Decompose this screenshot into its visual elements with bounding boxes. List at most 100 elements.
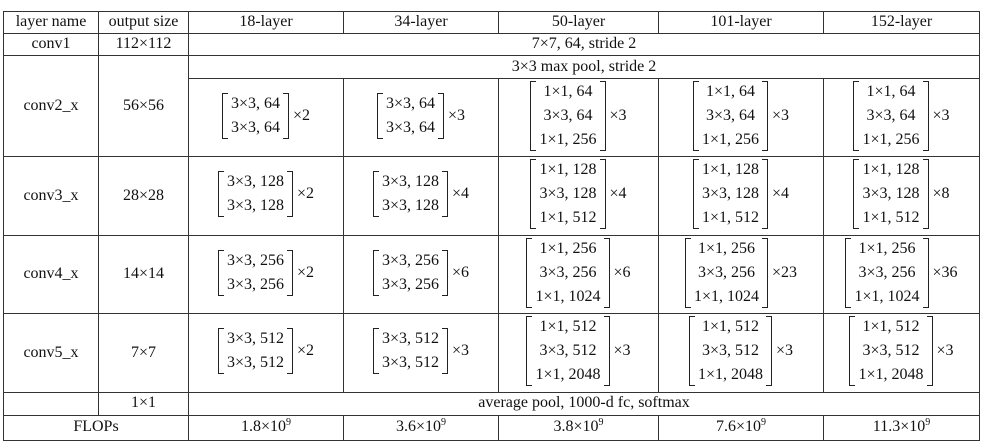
block-lines: 3×3, 256 3×3, 256	[379, 248, 442, 298]
conv-spec: 3×3, 512	[862, 342, 920, 360]
stage-row-conv4-x: conv4_x 14×14 3×3, 256 3×3, 256 ×2 3×3, 256 3×…	[3, 234, 980, 315]
conv-spec: 1×1, 128	[862, 161, 920, 179]
left-bracket	[849, 316, 856, 387]
left-bracket	[530, 159, 537, 230]
conv-spec: 3×3, 256	[226, 251, 284, 269]
block-cell: 3×3, 256 3×3, 256 ×6	[343, 234, 499, 315]
right-bracket	[442, 171, 448, 218]
block-lines: 1×1, 64 3×3, 64 1×1, 256	[699, 79, 762, 153]
conv1-name: conv1	[3, 33, 99, 56]
block-cell: 3×3, 512 3×3, 512 ×3	[343, 313, 499, 393]
stage-blocks-conv2-x: 3×3, 64 3×3, 64 ×2 3×3, 64 3×3, 64 ×3 1×1, 64 3…	[4, 77, 980, 158]
conv-spec: 1×1, 2048	[697, 366, 763, 384]
stage-name: conv3_x	[3, 156, 99, 236]
right-bracket	[599, 159, 606, 230]
block-multiplier: ×3	[932, 106, 950, 124]
stage-output-size: 56×56	[98, 54, 189, 158]
block-multiplier: ×6	[452, 263, 470, 281]
bracket-block: 1×1, 64 3×3, 64 1×1, 256 ×3	[692, 79, 790, 153]
block-multiplier: ×3	[452, 341, 470, 359]
right-bracket	[762, 159, 768, 230]
stage-output-size: 7×7	[98, 313, 189, 393]
conv1-row: conv1 112×112 7×7, 64, stride 2	[3, 33, 980, 56]
conv-spec: 1×1, 64	[543, 83, 593, 100]
block-lines: 1×1, 64 3×3, 64 1×1, 256	[859, 79, 922, 153]
conv-spec: 1×1, 128	[539, 161, 597, 179]
bracket-block: 1×1, 256 3×3, 256 1×1, 1024 ×23	[684, 236, 797, 310]
block-cell: 3×3, 256 3×3, 256 ×2	[188, 234, 344, 315]
conv1-desc: 7×7, 64, stride 2	[188, 33, 980, 56]
block-multiplier: ×3	[609, 106, 627, 124]
stage-name: conv2_x	[3, 54, 99, 158]
final-desc: average pool, 1000-d fc, softmax	[188, 391, 980, 416]
conv-spec: 3×3, 256	[381, 275, 439, 293]
left-bracket	[217, 171, 224, 218]
block-lines: 1×1, 256 3×3, 256 1×1, 1024	[691, 236, 762, 310]
block-multiplier: ×3	[772, 106, 790, 124]
bracket-block: 1×1, 512 3×3, 512 1×1, 2048 ×3	[526, 314, 631, 388]
conv-spec: 1×1, 2048	[858, 366, 924, 384]
bracket-block: 1×1, 512 3×3, 512 1×1, 2048 ×3	[849, 314, 954, 388]
stage-row-conv2-x: conv2_x 56×56 3×3 max pool, stride 2	[3, 54, 980, 158]
right-bracket	[283, 93, 289, 139]
bracket-block: 3×3, 64 3×3, 64 ×2	[221, 91, 311, 141]
block-lines: 3×3, 512 3×3, 512	[379, 326, 442, 376]
block-cell: 1×1, 256 3×3, 256 1×1, 1024 ×6	[498, 234, 659, 315]
conv-spec: 1×1, 512	[701, 318, 759, 336]
flops-mantissa: 1.8	[240, 418, 261, 436]
flops-base: ×10	[260, 418, 287, 436]
final-output-size: 1×1	[98, 391, 189, 416]
bracket-block: 1×1, 128 3×3, 128 1×1, 512 ×4	[692, 157, 789, 231]
conv-spec: 3×3, 256	[381, 251, 439, 269]
right-bracket	[603, 237, 610, 308]
conv-spec: 1×1, 512	[701, 209, 759, 227]
conv-spec: 3×3, 512	[701, 342, 759, 360]
right-bracket	[922, 81, 929, 151]
conv-spec: 1×1, 1024	[854, 287, 920, 305]
block-multiplier: ×2	[297, 185, 315, 203]
block-multiplier: ×2	[293, 106, 311, 124]
block-multiplier: ×2	[297, 341, 315, 359]
final-name-empty	[3, 391, 99, 416]
conv-spec: 3×3, 64	[705, 107, 755, 124]
flops-base: ×10	[735, 418, 762, 436]
right-bracket	[599, 81, 606, 151]
block-multiplier: ×4	[452, 185, 470, 203]
stage-row-conv5-x: conv5_x 7×7 3×3, 512 3×3, 512 ×2 3×3, 512 3×3,…	[3, 313, 980, 393]
bracket-block: 3×3, 512 3×3, 512 ×2	[217, 326, 315, 376]
stage-row-conv3-x: conv3_x 28×28 3×3, 128 3×3, 128 ×2 3×3, 128 3×…	[3, 156, 980, 236]
block-lines: 1×1, 512 3×3, 512 1×1, 2048	[695, 314, 766, 388]
conv-spec: 3×3, 128	[539, 185, 597, 203]
block-lines: 1×1, 128 3×3, 128 1×1, 512	[699, 157, 762, 231]
block-cell: 1×1, 128 3×3, 128 1×1, 512 ×8	[823, 156, 980, 236]
flops-exponent: 9	[925, 417, 931, 429]
header-output-size: output size	[98, 11, 189, 34]
block-cell: 1×1, 128 3×3, 128 1×1, 512 ×4	[658, 156, 824, 236]
stage-output-size: 14×14	[98, 234, 189, 315]
bracket-block: 3×3, 256 3×3, 256 ×6	[372, 248, 470, 298]
flops-value: 11.3×109	[823, 414, 980, 441]
flops-value: 3.8×109	[498, 414, 659, 441]
conv-spec: 3×3, 64	[230, 95, 280, 112]
stage-output-size: 28×28	[98, 156, 189, 236]
conv-spec: 1×1, 512	[539, 209, 597, 227]
block-multiplier: ×3	[936, 341, 954, 359]
right-bracket	[442, 249, 448, 296]
left-bracket	[217, 328, 224, 375]
conv-spec: 1×1, 256	[701, 131, 759, 148]
block-cell: 3×3, 512 3×3, 512 ×2	[188, 313, 344, 393]
conv-spec: 1×1, 512	[862, 209, 920, 227]
block-cell: 3×3, 64 3×3, 64 ×3	[343, 77, 499, 158]
block-cell: 1×1, 128 3×3, 128 1×1, 512 ×4	[498, 156, 659, 236]
conv-spec: 3×3, 256	[539, 263, 597, 281]
left-bracket	[692, 81, 699, 151]
resnet-architecture-table: layer name output size 18-layer 34-layer…	[3, 11, 980, 441]
bracket-block: 1×1, 64 3×3, 64 1×1, 256 ×3	[530, 79, 627, 153]
block-multiplier: ×36	[932, 263, 958, 281]
block-multiplier: ×2	[297, 263, 315, 281]
conv-spec: 1×1, 1024	[535, 287, 601, 305]
block-cell: 1×1, 512 3×3, 512 1×1, 2048 ×3	[498, 313, 659, 393]
conv-spec: 1×1, 512	[862, 318, 920, 336]
left-bracket	[372, 328, 379, 375]
block-lines: 3×3, 128 3×3, 128	[379, 169, 442, 219]
